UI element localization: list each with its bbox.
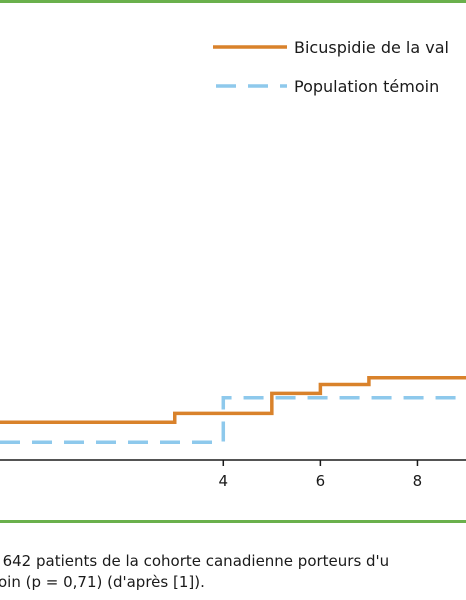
caption-line-1: s 642 patients de la cohorte canadienne … (0, 552, 390, 570)
legend-label-bicuspidie: Bicuspidie de la val (294, 38, 449, 57)
x-tick-label-8: 8 (413, 472, 423, 490)
x-tick-label-6: 6 (316, 472, 326, 490)
ticks-layer: 4 6 8 (219, 460, 423, 490)
series-line-population-temoin (0, 396, 466, 444)
legend-label-population: Population témoin (294, 77, 439, 96)
series-layer (0, 376, 466, 444)
legend: Bicuspidie de la val Population témoin (213, 38, 449, 96)
x-tick-label-4: 4 (219, 472, 229, 490)
series-line-bicuspidie (0, 376, 466, 424)
chart: 4 6 8 Bicuspidie de la val Population témo… (0, 38, 466, 490)
figure-caption: s 642 patients de la cohorte canadienne … (0, 551, 466, 593)
bottom-rule (0, 520, 466, 523)
caption-line-2: oin (p = 0,71) (d'après [1]). (0, 573, 205, 591)
top-rule (0, 0, 466, 3)
